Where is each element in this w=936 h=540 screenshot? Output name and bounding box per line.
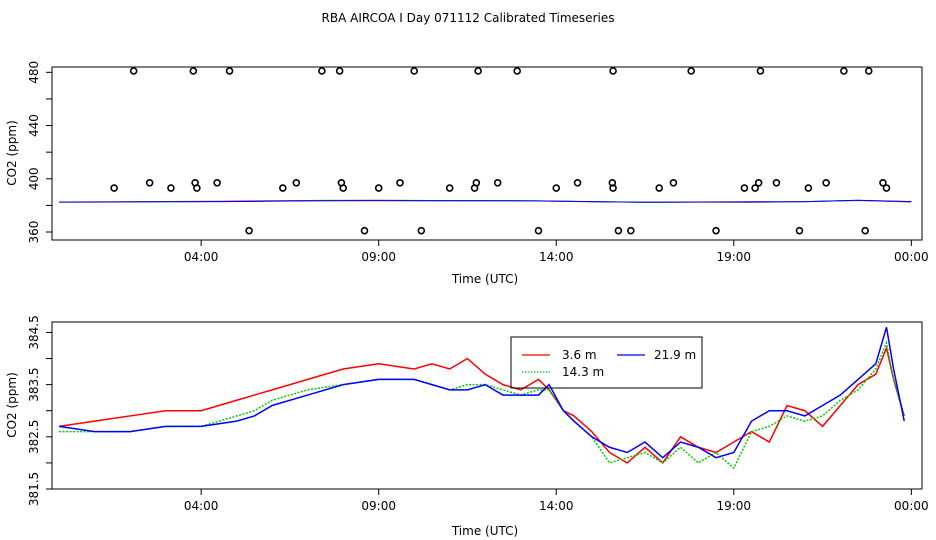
bottom-y-axis-label: CO2 (ppm): [5, 372, 19, 438]
top-y-axis: 360 400 440 480: [27, 61, 52, 244]
top-scatter-point: [213, 178, 221, 187]
top-scatter-point: [609, 184, 617, 192]
top-scatter-point: [167, 184, 175, 192]
top-y-axis-label: CO2 (ppm): [5, 120, 19, 186]
top-x-tick-label: 09:00: [361, 250, 396, 264]
top-plot-frame: [51, 66, 923, 241]
top-scatter-point: [861, 226, 869, 235]
top-scatter-point: [534, 226, 543, 235]
bottom-series-line-14-3-m: [59, 340, 905, 470]
top-scatter-point: [573, 178, 582, 187]
bottom-x-tick-label: 14:00: [539, 499, 574, 513]
top-scatter-point: [472, 178, 481, 187]
top-scatter-point: [110, 184, 118, 192]
top-y-tick-label: 440: [27, 114, 41, 137]
top-scatter-point: [822, 178, 830, 187]
top-x-tick-label: 04:00: [184, 250, 219, 264]
top-scatter-point: [552, 184, 561, 192]
top-scatter-point: [609, 67, 617, 75]
top-scatter-point: [687, 67, 695, 75]
top-scatter-point: [627, 226, 635, 235]
top-scatter-point: [396, 178, 404, 187]
top-scatter-point: [410, 67, 419, 75]
top-scatter-point: [879, 178, 887, 187]
top-scatter-point: [493, 178, 502, 187]
legend-label-14-3m: 14.3 m: [562, 365, 604, 379]
top-scatter-point: [864, 67, 873, 75]
legend-box: [510, 336, 703, 389]
top-scatter-point: [129, 67, 138, 75]
top-series-lines: [59, 199, 912, 203]
top-scatter-point: [445, 184, 454, 192]
bottom-x-axis-label: Time (UTC): [451, 524, 518, 538]
top-scatter-points: [110, 67, 891, 235]
top-x-axis: 04:00 09:00 14:00 19:00 00:00: [184, 240, 929, 264]
top-scatter-point: [882, 184, 891, 192]
top-scatter-point: [318, 67, 326, 75]
top-scatter-point: [655, 184, 664, 192]
top-scatter-point: [374, 184, 383, 192]
bottom-x-tick-label: 09:00: [361, 499, 396, 513]
bottom-y-tick-label: 384.5: [27, 315, 41, 349]
chart-title: RBA AIRCOA I Day 071112 Calibrated Times…: [322, 11, 615, 25]
top-x-tick-label: 14:00: [539, 250, 574, 264]
top-scatter-point: [245, 226, 253, 235]
top-scatter-point: [417, 226, 426, 235]
top-y-tick-label: 400: [27, 167, 41, 190]
bottom-x-tick-label: 19:00: [716, 499, 751, 513]
top-scatter-point: [795, 226, 804, 235]
bottom-x-axis: 04:00 09:00 14:00 19:00 00:00: [184, 489, 929, 513]
top-scatter-point: [335, 67, 344, 75]
bottom-y-tick-label: 382.5: [27, 420, 41, 454]
top-y-tick-label: 360: [27, 221, 41, 244]
top-scatter-point: [712, 226, 720, 235]
legend-label-3-6m: 3.6 m: [562, 348, 597, 362]
bottom-series-line-3-6-m: [58, 345, 905, 465]
legend-label-21-9m: 21.9 m: [654, 348, 696, 362]
bottom-y-tick-label: 381.5: [27, 472, 41, 506]
top-scatter-point: [145, 178, 154, 187]
bottom-y-tick-label: 383.5: [27, 367, 41, 401]
top-scatter-point: [474, 67, 482, 75]
top-x-axis-label: Time (UTC): [451, 272, 518, 286]
top-scatter-point: [840, 67, 848, 75]
bottom-series-line-21-9-m: [58, 327, 905, 459]
top-scatter-point: [225, 67, 234, 75]
top-scatter-point: [754, 178, 763, 187]
top-scatter-point: [751, 184, 759, 192]
bottom-y-axis: 381.5 382.5 383.5 384.5: [27, 315, 52, 506]
top-scatter-point: [669, 178, 678, 187]
bottom-series-lines: [58, 327, 905, 470]
top-scatter-point: [191, 178, 199, 187]
bottom-plot-frame: [51, 321, 923, 490]
top-scatter-point: [756, 67, 765, 75]
top-scatter-point: [513, 67, 521, 75]
top-x-tick-label: 19:00: [716, 250, 751, 264]
bottom-x-tick-label: 00:00: [894, 499, 929, 513]
bottom-x-tick-label: 04:00: [184, 499, 219, 513]
top-scatter-point: [292, 178, 301, 187]
top-scatter-point: [772, 178, 781, 187]
top-scatter-point: [804, 184, 813, 192]
top-scatter-point: [189, 67, 198, 75]
top-series-line-21-9-m: [59, 199, 912, 203]
top-scatter-point: [360, 226, 369, 235]
top-scatter-point: [614, 226, 623, 235]
top-scatter-point: [339, 184, 347, 192]
top-scatter-point: [279, 184, 287, 192]
top-y-tick-label: 480: [27, 61, 41, 84]
top-x-tick-label: 00:00: [894, 250, 929, 264]
top-scatter-point: [740, 184, 749, 192]
